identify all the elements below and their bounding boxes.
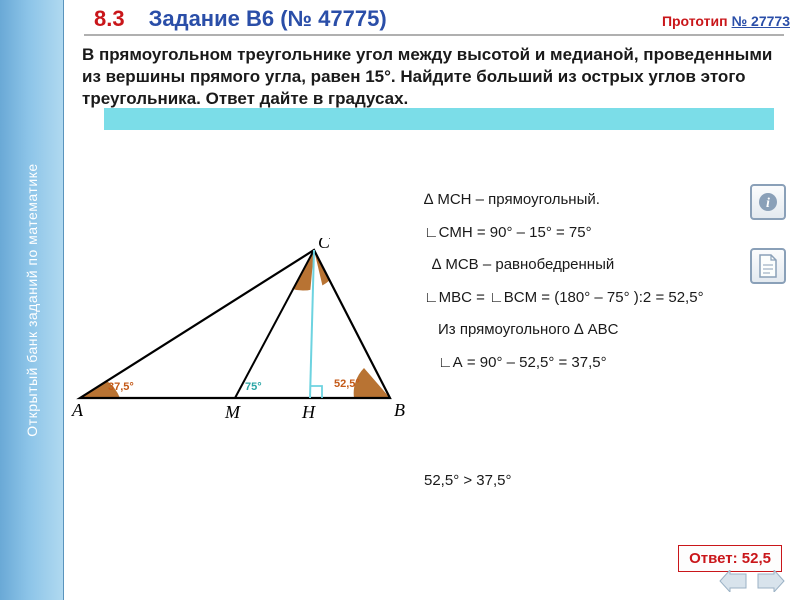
sidebar: Открытый банк заданий по математике: [0, 0, 64, 600]
heading: 8.3 Задание B6 (№ 47775) Прототип № 2777…: [94, 6, 790, 32]
answer-label: Ответ:: [689, 550, 738, 567]
task-title: Задание B6 (№ 47775): [149, 6, 387, 32]
answer-value: 52,5: [742, 550, 771, 567]
info-icon[interactable]: i: [750, 184, 786, 220]
answer-box: Ответ: 52,5: [678, 545, 782, 572]
angle-label-m: 75°: [245, 381, 262, 393]
sol-final: 52,5° > 37,5°: [424, 472, 511, 489]
next-arrow-icon[interactable]: [756, 570, 786, 592]
proto-label: Прототип: [662, 13, 728, 29]
solution-block: ∆ MCH – прямоугольный. ∟СМН = 90° – 15° …: [424, 186, 744, 381]
svg-text:i: i: [766, 196, 770, 211]
svg-text:C: C: [318, 238, 331, 252]
svg-text:M: M: [224, 402, 241, 418]
heading-underline: [84, 34, 784, 36]
angle-label-a: 37,5°: [108, 381, 134, 393]
problem-text: В прямоугольном треугольнике угол между …: [82, 44, 782, 110]
svg-text:A: A: [71, 400, 84, 418]
sidebar-title: Открытый банк заданий по математике: [24, 163, 40, 436]
sol-line1: ∆ MCH – прямоугольный.: [424, 186, 744, 215]
problem-highlight: [104, 108, 774, 130]
slide-content: 8.3 Задание B6 (№ 47775) Прототип № 2777…: [64, 0, 800, 600]
sol-line2: ∟СМН = 90° – 15° = 75°: [424, 219, 744, 248]
angle-label-b: 52,5°: [334, 378, 360, 390]
document-icon[interactable]: [750, 248, 786, 284]
proto-link[interactable]: № 27773: [732, 13, 790, 29]
svg-text:H: H: [301, 402, 316, 418]
sol-line3: ∆ MCB – равнобедренный: [424, 251, 744, 280]
sol-line5: Из прямоугольного ∆ ABC: [424, 316, 744, 345]
triangle-diagram: A B C M H 37,5° 75° 52,5°: [70, 238, 410, 418]
svg-text:B: B: [394, 400, 405, 418]
section-number: 8.3: [94, 6, 125, 32]
prev-arrow-icon[interactable]: [718, 570, 748, 592]
sol-line6: ∟А = 90° – 52,5° = 37,5°: [424, 349, 744, 378]
sol-line4: ∟MBC = ∟BCM = (180° – 75° ):2 = 52,5°: [424, 284, 744, 313]
